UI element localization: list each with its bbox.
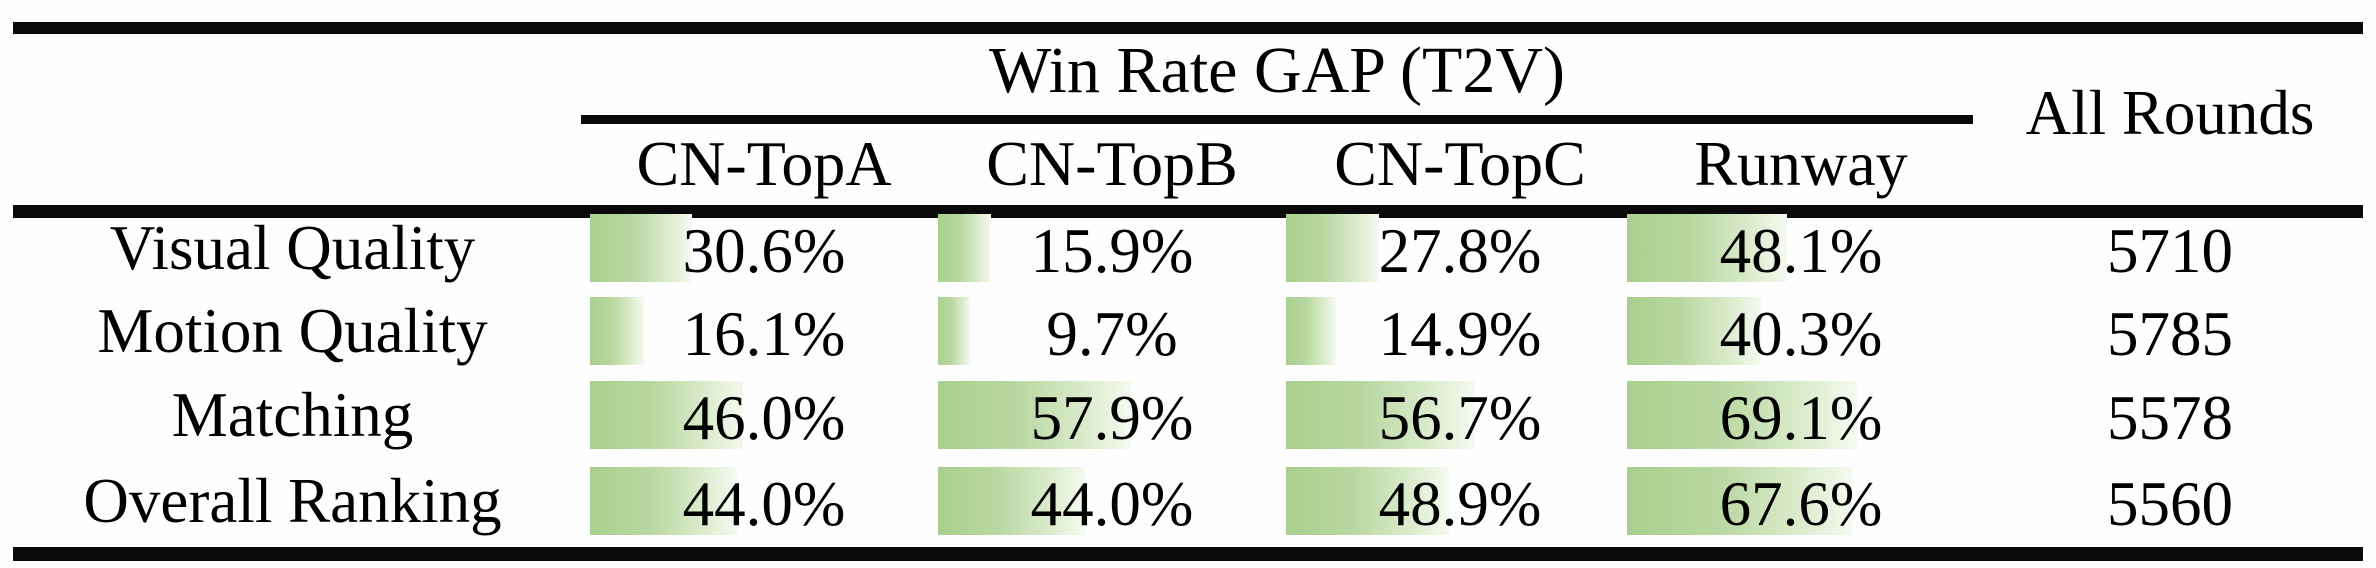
- win-rate-value: 48.1%: [1719, 216, 1883, 286]
- row-label: Visual Quality: [109, 212, 476, 283]
- table-row-motion-quality: Motion Quality 16.1% 9.7% 14.9% 40.3% 57…: [0, 295, 2376, 369]
- win-rate-bar: [1286, 297, 1336, 365]
- win-rate-bar: [1286, 467, 1449, 535]
- win-rate-value: 30.6%: [682, 216, 846, 286]
- win-rate-value: 9.7%: [1046, 299, 1178, 369]
- win-rate-value: 27.8%: [1378, 216, 1542, 286]
- win-rate-bar: [938, 467, 1085, 535]
- win-rate-bar: [590, 467, 737, 535]
- win-rate-bar: [1627, 381, 1857, 449]
- row-label: Matching: [171, 379, 414, 450]
- win-rate-value: 15.9%: [1030, 216, 1194, 286]
- win-rate-cell: 57.9%: [938, 381, 1286, 453]
- win-rate-value: 56.7%: [1378, 383, 1542, 453]
- group-underline-rule: [581, 115, 1973, 124]
- column-header-cn-topb: CN-TopB: [986, 128, 1238, 199]
- win-rate-cell: 27.8%: [1286, 214, 1634, 286]
- all-rounds-value: 5578: [2107, 383, 2233, 453]
- all-rounds-value: 5560: [2107, 469, 2233, 539]
- win-rate-bar: [1286, 214, 1379, 282]
- win-rate-cell: 16.1%: [590, 297, 938, 369]
- all-rounds-value: 5710: [2107, 216, 2233, 286]
- win-rate-bar: [1627, 214, 1787, 282]
- win-rate-cell: 44.0%: [938, 467, 1286, 539]
- table-row-overall-ranking: Overall Ranking 44.0% 44.0% 48.9% 67.6% …: [0, 465, 2376, 539]
- all-rounds-value: 5785: [2107, 299, 2233, 369]
- column-header-cn-topa: CN-TopA: [636, 128, 892, 199]
- win-rate-value: 40.3%: [1719, 299, 1883, 369]
- win-rate-bar: [1627, 297, 1761, 365]
- win-rate-cell: 69.1%: [1627, 381, 1975, 453]
- row-label: Motion Quality: [97, 295, 488, 366]
- table-row-visual-quality: Visual Quality 30.6% 15.9% 27.8% 48.1% 5…: [0, 212, 2376, 286]
- win-rate-value: 57.9%: [1030, 383, 1194, 453]
- column-header-all-rounds: All Rounds: [2025, 78, 2315, 148]
- win-rate-value: 44.0%: [1030, 469, 1194, 539]
- top-rule: [13, 22, 2363, 34]
- win-rate-cell: 48.1%: [1627, 214, 1975, 286]
- win-rate-cell: 9.7%: [938, 297, 1286, 369]
- win-rate-value: 14.9%: [1378, 299, 1542, 369]
- row-label: Overall Ranking: [83, 465, 502, 536]
- win-rate-value: 46.0%: [682, 383, 846, 453]
- win-rate-bar: [1627, 467, 1852, 535]
- win-rate-bar: [590, 297, 644, 365]
- group-header-win-rate-gap: Win Rate GAP (T2V): [989, 34, 1565, 107]
- win-rate-bar: [938, 297, 970, 365]
- win-rate-bar: [590, 381, 743, 449]
- all-rounds-cell: 5560: [1990, 467, 2350, 539]
- all-rounds-cell: 5785: [1990, 297, 2350, 369]
- win-rate-cell: 14.9%: [1286, 297, 1634, 369]
- win-rate-value: 16.1%: [682, 299, 846, 369]
- bottom-rule: [13, 547, 2363, 561]
- win-rate-cell: 30.6%: [590, 214, 938, 286]
- win-rate-cell: 56.7%: [1286, 381, 1634, 453]
- win-rate-cell: 46.0%: [590, 381, 938, 453]
- win-rate-bar: [938, 381, 1131, 449]
- win-rate-bar: [1286, 381, 1475, 449]
- win-rate-value: 69.1%: [1719, 383, 1883, 453]
- win-rate-bar: [590, 214, 692, 282]
- win-rate-value: 48.9%: [1378, 469, 1542, 539]
- win-rate-value: 67.6%: [1719, 469, 1883, 539]
- table-row-matching: Matching 46.0% 57.9% 56.7% 69.1% 5578: [0, 379, 2376, 453]
- column-header-cn-topc: CN-TopC: [1334, 128, 1586, 199]
- win-rate-cell: 67.6%: [1627, 467, 1975, 539]
- all-rounds-cell: 5578: [1990, 381, 2350, 453]
- all-rounds-cell: 5710: [1990, 214, 2350, 286]
- win-rate-bar: [938, 214, 991, 282]
- win-rate-cell: 48.9%: [1286, 467, 1634, 539]
- win-rate-cell: 40.3%: [1627, 297, 1975, 369]
- win-rate-cell: 15.9%: [938, 214, 1286, 286]
- win-rate-cell: 44.0%: [590, 467, 938, 539]
- column-header-runway: Runway: [1694, 128, 1908, 199]
- win-rate-value: 44.0%: [682, 469, 846, 539]
